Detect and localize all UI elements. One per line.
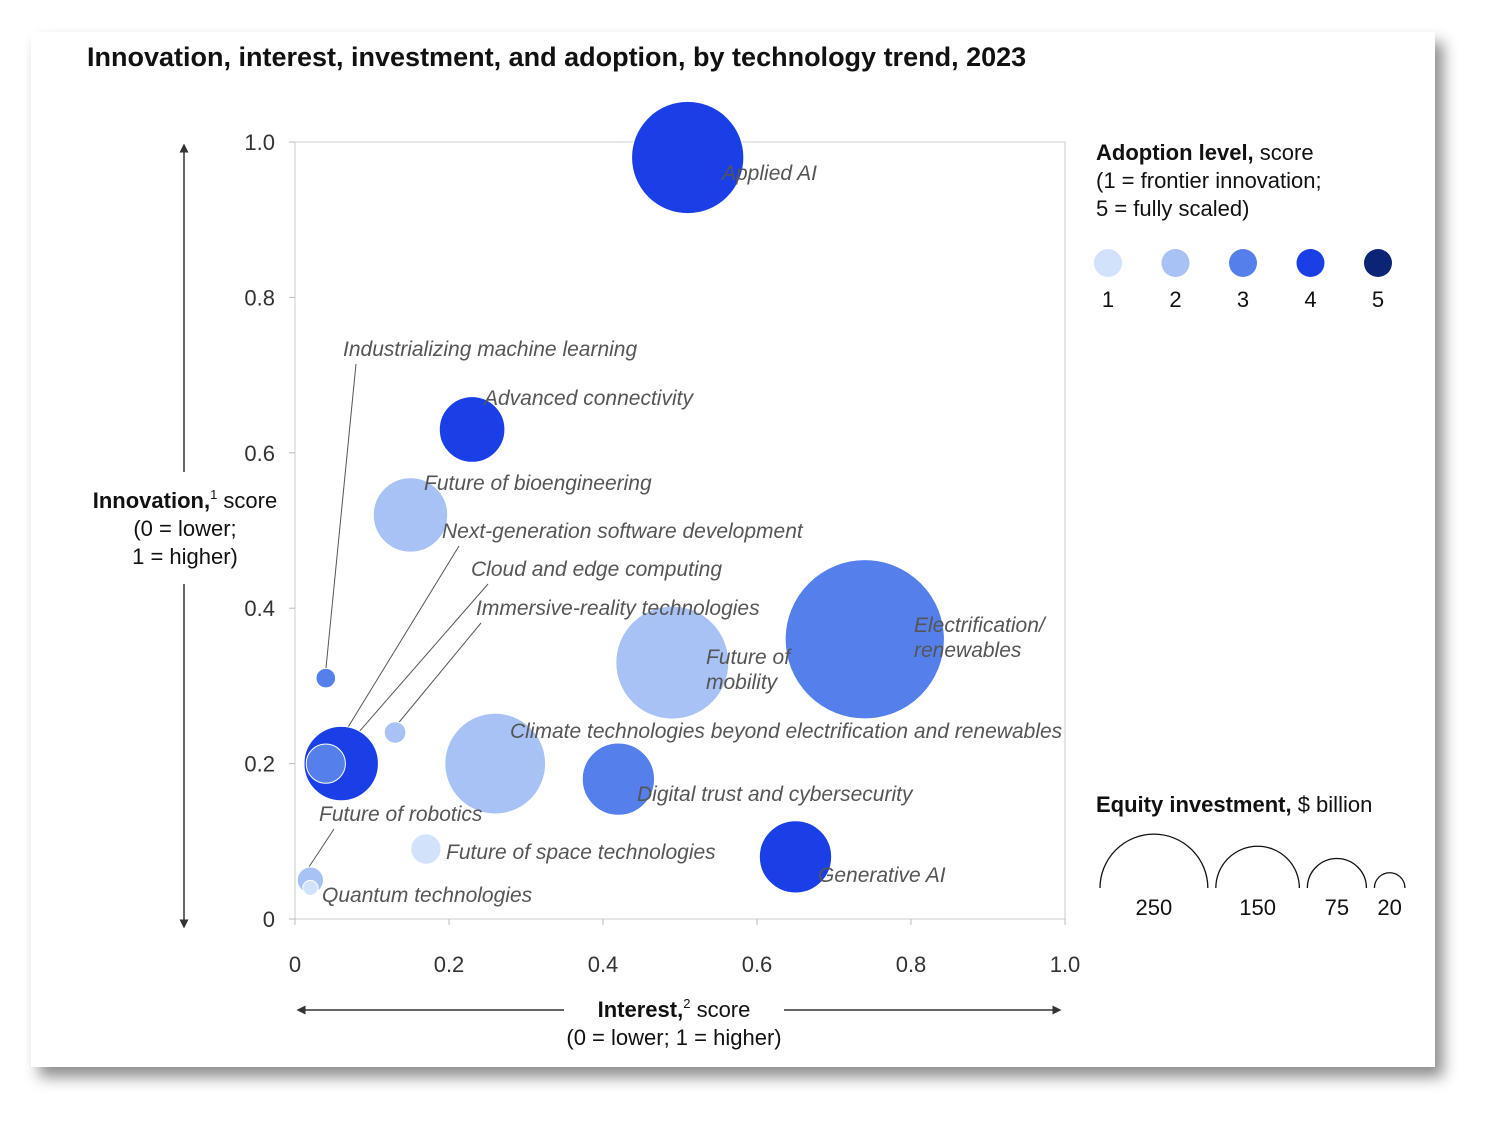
point-label: Cloud and edge computing	[471, 558, 722, 581]
point-label: Future of bioengineering	[424, 472, 652, 495]
adoption-legend-swatch	[1296, 249, 1325, 277]
adoption-legend-label: 2	[1169, 287, 1181, 312]
adoption-legend-line-3: 5 = fully scaled)	[1096, 196, 1249, 221]
y-axis-title: Innovation,1 score	[93, 487, 277, 513]
adoption-legend-line-2: (1 = frontier innovation;	[1096, 168, 1322, 193]
investment-legend-arc	[1373, 872, 1406, 889]
point-label: Future of robotics	[319, 803, 483, 826]
x-tick-label: 0.2	[434, 952, 465, 977]
y-tick-label: 0.2	[244, 752, 275, 777]
chart-title: Innovation, interest, investment, and ad…	[87, 42, 1026, 72]
bubble-point	[784, 559, 945, 720]
point-label: Industrializing machine learning	[343, 338, 637, 361]
adoption-legend-swatch	[1364, 249, 1392, 277]
bubble-point	[410, 833, 442, 865]
investment-legend-arc	[1215, 845, 1301, 889]
point-label: Quantum technologies	[322, 884, 533, 907]
leader-line	[324, 363, 357, 679]
x-axis-subtitle: (0 = lower; 1 = higher)	[566, 1025, 781, 1050]
adoption-legend-label: 5	[1372, 287, 1384, 312]
point-label: Applied AI	[720, 162, 817, 185]
bubble-point	[305, 743, 346, 784]
y-tick-label: 0	[263, 907, 275, 932]
investment-legend-arc	[1306, 858, 1368, 889]
bubble-point	[444, 712, 547, 815]
x-tick-label: 1.0	[1050, 952, 1081, 977]
y-axis-subtitle-1: (0 = lower;	[133, 516, 236, 541]
investment-legend-title: Equity investment, $ billion	[1096, 792, 1372, 817]
point-label: Next-generation software development	[442, 520, 804, 543]
y-tick-label: 0.6	[244, 441, 275, 466]
x-tick-label: 0	[289, 952, 301, 977]
y-tick-label: 0.8	[244, 285, 275, 310]
point-label: Immersive-reality technologies	[476, 597, 760, 620]
chart: Innovation, interest, investment, and ad…	[87, 42, 1406, 1050]
x-tick-label: 0.4	[588, 952, 619, 977]
x-tick-label: 0.8	[896, 952, 927, 977]
point-label: Future of mobility	[706, 646, 792, 694]
adoption-legend-title: Adoption level, score	[1096, 140, 1314, 165]
point-label: Digital trust and cybersecurity	[637, 783, 914, 806]
chart-card: Innovation, interest, investment, and ad…	[31, 32, 1435, 1067]
bubble-point	[631, 100, 745, 215]
bubble-point	[372, 477, 449, 553]
bubble-point	[315, 667, 337, 689]
bubble-point	[302, 879, 319, 897]
y-tick-label: 0.4	[244, 596, 275, 621]
leader-line	[390, 622, 482, 733]
point-label: Advanced connectivity	[482, 387, 694, 410]
bubble-point	[438, 396, 506, 463]
y-tick-label: 1.0	[244, 130, 275, 155]
point-label: Electrification/renewables	[914, 614, 1047, 662]
investment-legend-arc	[1099, 833, 1209, 889]
point-label: Generative AI	[818, 864, 946, 887]
bubble-point	[615, 605, 730, 720]
investment-legend-label: 150	[1239, 895, 1276, 920]
bubble-point	[581, 742, 656, 816]
bubble-point	[383, 721, 407, 744]
x-tick-label: 0.6	[742, 952, 773, 977]
adoption-legend-swatch	[1094, 249, 1122, 277]
investment-legend-label: 20	[1377, 895, 1401, 920]
investment-legend-label: 75	[1325, 895, 1349, 920]
y-axis-subtitle-2: 1 = higher)	[132, 544, 238, 569]
adoption-legend-swatch	[1229, 249, 1257, 277]
investment-legend-label: 250	[1136, 895, 1173, 920]
x-axis-title: Interest,2 score	[598, 996, 751, 1022]
adoption-legend-label: 4	[1304, 287, 1316, 312]
point-label: Future of space technologies	[446, 841, 716, 864]
adoption-legend-label: 3	[1237, 287, 1249, 312]
adoption-legend-label: 1	[1102, 287, 1114, 312]
bubble-point	[758, 820, 833, 894]
adoption-legend-swatch	[1161, 249, 1190, 277]
point-label: Climate technologies beyond electrificat…	[510, 720, 1063, 743]
